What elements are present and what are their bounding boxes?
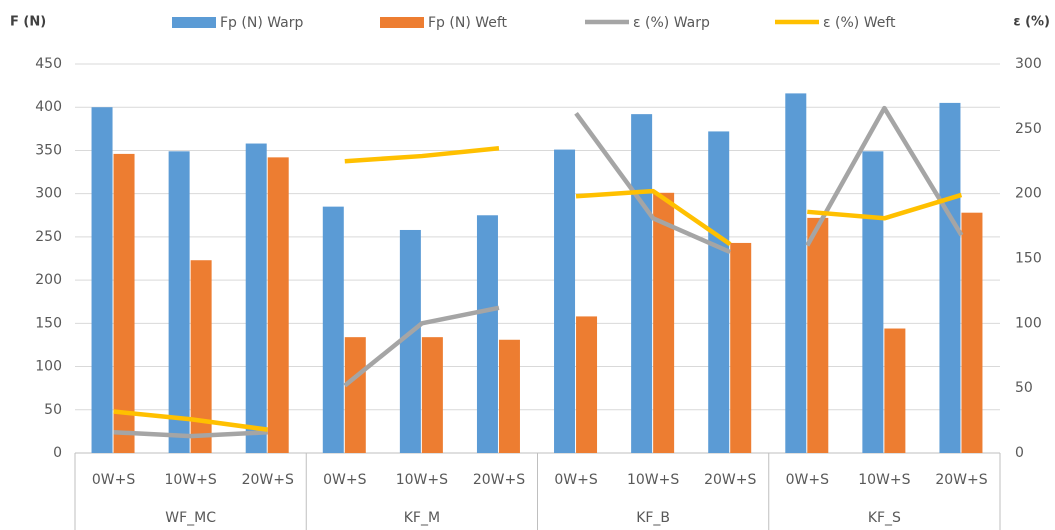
bar <box>576 316 598 453</box>
group-label: KF_S <box>868 510 901 526</box>
x-tick-label: 0W+S <box>554 472 597 488</box>
y2-tick-label: 100 <box>1015 315 1042 331</box>
y-tick-label: 150 <box>35 315 62 331</box>
x-tick-label: 0W+S <box>323 472 366 488</box>
bar <box>113 153 135 453</box>
y-tick-label: 0 <box>53 445 62 461</box>
bar <box>708 131 730 453</box>
bar <box>785 93 807 453</box>
y-tick-label: 50 <box>44 402 62 418</box>
y2-tick-label: 0 <box>1015 445 1024 461</box>
y-tick-label: 300 <box>35 186 62 202</box>
bar <box>730 242 752 453</box>
bar <box>807 217 829 453</box>
y2-tick-label: 50 <box>1015 380 1033 396</box>
x-tick-label: 20W+S <box>242 472 294 488</box>
line <box>805 105 964 247</box>
x-tick-label: 20W+S <box>935 472 987 488</box>
bar <box>961 212 983 453</box>
bar <box>421 337 443 453</box>
line <box>575 188 732 247</box>
y2-tick-label: 250 <box>1015 121 1042 137</box>
bar <box>322 206 344 453</box>
line <box>343 305 500 388</box>
line <box>807 192 963 221</box>
x-tick-label: 10W+S <box>396 472 448 488</box>
legend-swatch <box>380 17 424 28</box>
y-tick-label: 250 <box>35 229 62 245</box>
line <box>344 146 500 164</box>
y2-tick-label: 300 <box>1015 56 1042 72</box>
bar <box>91 107 113 453</box>
y-tick-label: 350 <box>35 142 62 158</box>
x-tick-label: 10W+S <box>164 472 216 488</box>
bar <box>653 192 675 453</box>
legend-label: Fp (N) Warp <box>220 15 304 31</box>
y-tick-label: 100 <box>35 359 62 375</box>
bar <box>344 337 366 453</box>
bar <box>245 143 267 454</box>
legend-label: ε (%) Weft <box>823 15 896 31</box>
y-tick-label: 200 <box>35 272 62 288</box>
bar <box>498 339 520 453</box>
bar <box>884 328 906 453</box>
bar <box>631 114 653 453</box>
y-axis-title: F (N) <box>10 15 46 30</box>
group-label: KF_M <box>404 510 440 526</box>
legend-swatch <box>172 17 216 28</box>
line <box>574 111 732 255</box>
legend-label: ε (%) Warp <box>633 15 710 31</box>
group-label: WF_MC <box>165 510 216 526</box>
bar <box>862 151 884 453</box>
x-tick-label: 10W+S <box>627 472 679 488</box>
x-tick-label: 0W+S <box>92 472 135 488</box>
y2-tick-label: 200 <box>1015 186 1042 202</box>
bar <box>190 260 212 453</box>
y2-tick-label: 150 <box>1015 251 1042 267</box>
bar <box>267 157 289 454</box>
y-tick-label: 450 <box>35 56 62 72</box>
legend-label: Fp (N) Weft <box>428 15 508 31</box>
x-tick-label: 20W+S <box>473 472 525 488</box>
y2-axis-title: ε (%) <box>1013 15 1050 30</box>
bar <box>939 102 961 454</box>
bar <box>168 151 190 453</box>
line <box>113 430 268 439</box>
bar <box>476 215 498 453</box>
y-tick-label: 400 <box>35 99 62 115</box>
x-tick-label: 10W+S <box>858 472 910 488</box>
x-tick-label: 20W+S <box>704 472 756 488</box>
bar <box>554 149 576 453</box>
x-tick-label: 0W+S <box>786 472 829 488</box>
group-label: KF_B <box>636 510 670 526</box>
bar <box>399 229 421 453</box>
line <box>113 409 269 432</box>
